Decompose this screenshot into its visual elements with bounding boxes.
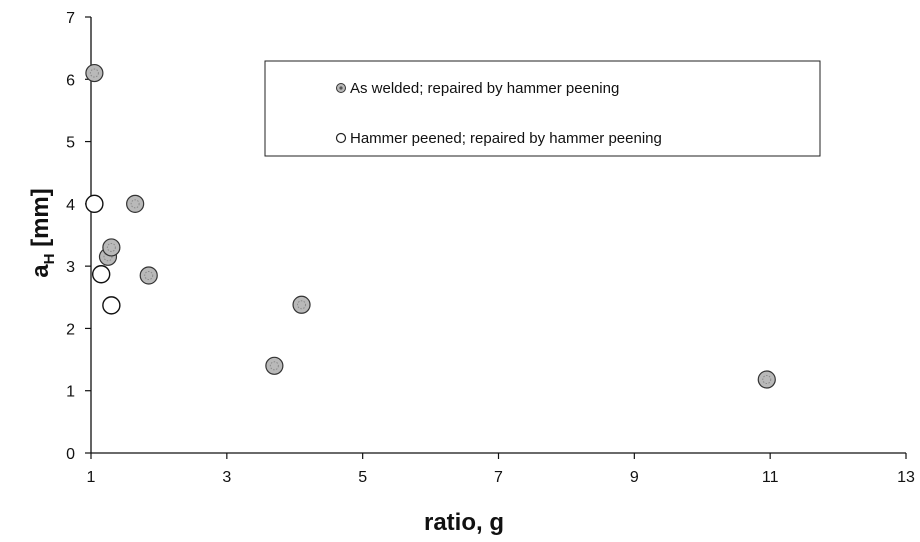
legend-marker-as-welded-dot [339, 86, 343, 90]
legend-box [264, 60, 821, 157]
y-tick-label: 2 [66, 321, 75, 338]
data-point-as-welded-texture [89, 68, 99, 78]
data-point-as-welded-texture [269, 361, 279, 371]
data-point-hammer-peened [91, 265, 111, 284]
y-axis-title: aH [mm] [27, 188, 58, 278]
data-point-as-welded [102, 238, 121, 257]
x-tick-label: 3 [222, 469, 231, 486]
x-axis-title: ratio, g [424, 509, 504, 536]
data-point-as-welded [292, 295, 311, 314]
x-tick-label: 9 [630, 469, 639, 486]
data-point-as-welded-texture [144, 270, 154, 280]
data-point-as-welded [85, 63, 104, 83]
y-tick-label: 6 [66, 72, 75, 89]
legend-label-as-welded: As welded; repaired by hammer peening [350, 80, 619, 97]
x-axis-ticks: 1 3 5 7 9 11 13 [87, 453, 915, 486]
y-tick-label: 5 [66, 135, 75, 152]
x-tick-label: 7 [494, 469, 503, 486]
data-point-as-welded-texture [297, 300, 307, 310]
data-point-as-welded [265, 356, 284, 375]
y-tick-label: 7 [66, 10, 75, 27]
data-point-as-welded [126, 194, 145, 213]
data-point-as-welded [757, 370, 776, 389]
legend-marker-hammer-peened [335, 132, 347, 144]
x-tick-label: 13 [897, 469, 915, 486]
y-tick-label: 4 [66, 197, 75, 214]
data-point-as-welded-texture [106, 242, 116, 252]
data-point-as-welded-texture [762, 375, 772, 385]
data-points [85, 63, 776, 389]
data-point-hammer-peened [102, 296, 121, 315]
legend: As welded; repaired by hammer peening Ha… [264, 60, 821, 157]
data-point-as-welded-texture [130, 199, 140, 209]
x-tick-label: 1 [87, 469, 96, 486]
legend-label-hammer-peened: Hammer peened; repaired by hammer peenin… [350, 130, 662, 147]
y-tick-label: 0 [66, 446, 75, 463]
data-point-hammer-peened [85, 194, 104, 214]
x-tick-label: 11 [762, 469, 779, 486]
y-tick-label: 1 [66, 384, 75, 401]
x-tick-label: 5 [358, 469, 367, 486]
data-point-as-welded [139, 266, 158, 285]
y-tick-label: 3 [66, 259, 75, 276]
y-axis-ticks: 0 1 2 3 4 5 6 7 [66, 10, 91, 463]
